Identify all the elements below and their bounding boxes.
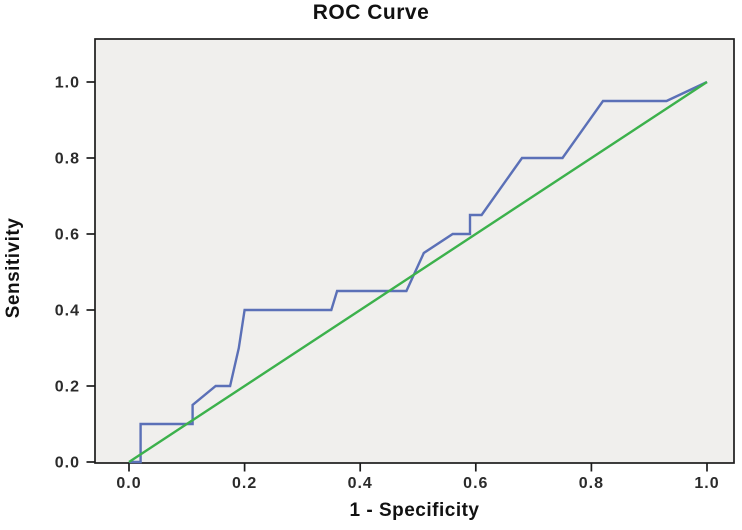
y-tick-label: 1.0 bbox=[55, 75, 80, 92]
x-tick-label: 0.2 bbox=[232, 475, 257, 492]
y-axis-label: Sensitivity bbox=[3, 217, 24, 319]
roc-curve-line bbox=[129, 80, 708, 464]
y-tick-label: 0.4 bbox=[55, 303, 80, 320]
x-tick-label: 0.8 bbox=[579, 475, 604, 492]
x-tick-label: 0.0 bbox=[116, 475, 141, 492]
y-tick-label: 0.6 bbox=[55, 227, 80, 244]
plot-area bbox=[94, 38, 735, 464]
reference-line bbox=[128, 80, 708, 464]
y-tick-label: 0.8 bbox=[55, 151, 80, 168]
x-tick-label: 0.6 bbox=[463, 475, 488, 492]
y-tick-label: 0.2 bbox=[55, 379, 80, 396]
x-tick-label: 1.0 bbox=[694, 475, 719, 492]
chart-title: ROC Curve bbox=[312, 1, 430, 24]
y-tick-label: 0.0 bbox=[55, 455, 80, 472]
x-axis-label: 1 - Specificity bbox=[349, 500, 480, 521]
x-tick-label: 0.4 bbox=[348, 475, 373, 492]
